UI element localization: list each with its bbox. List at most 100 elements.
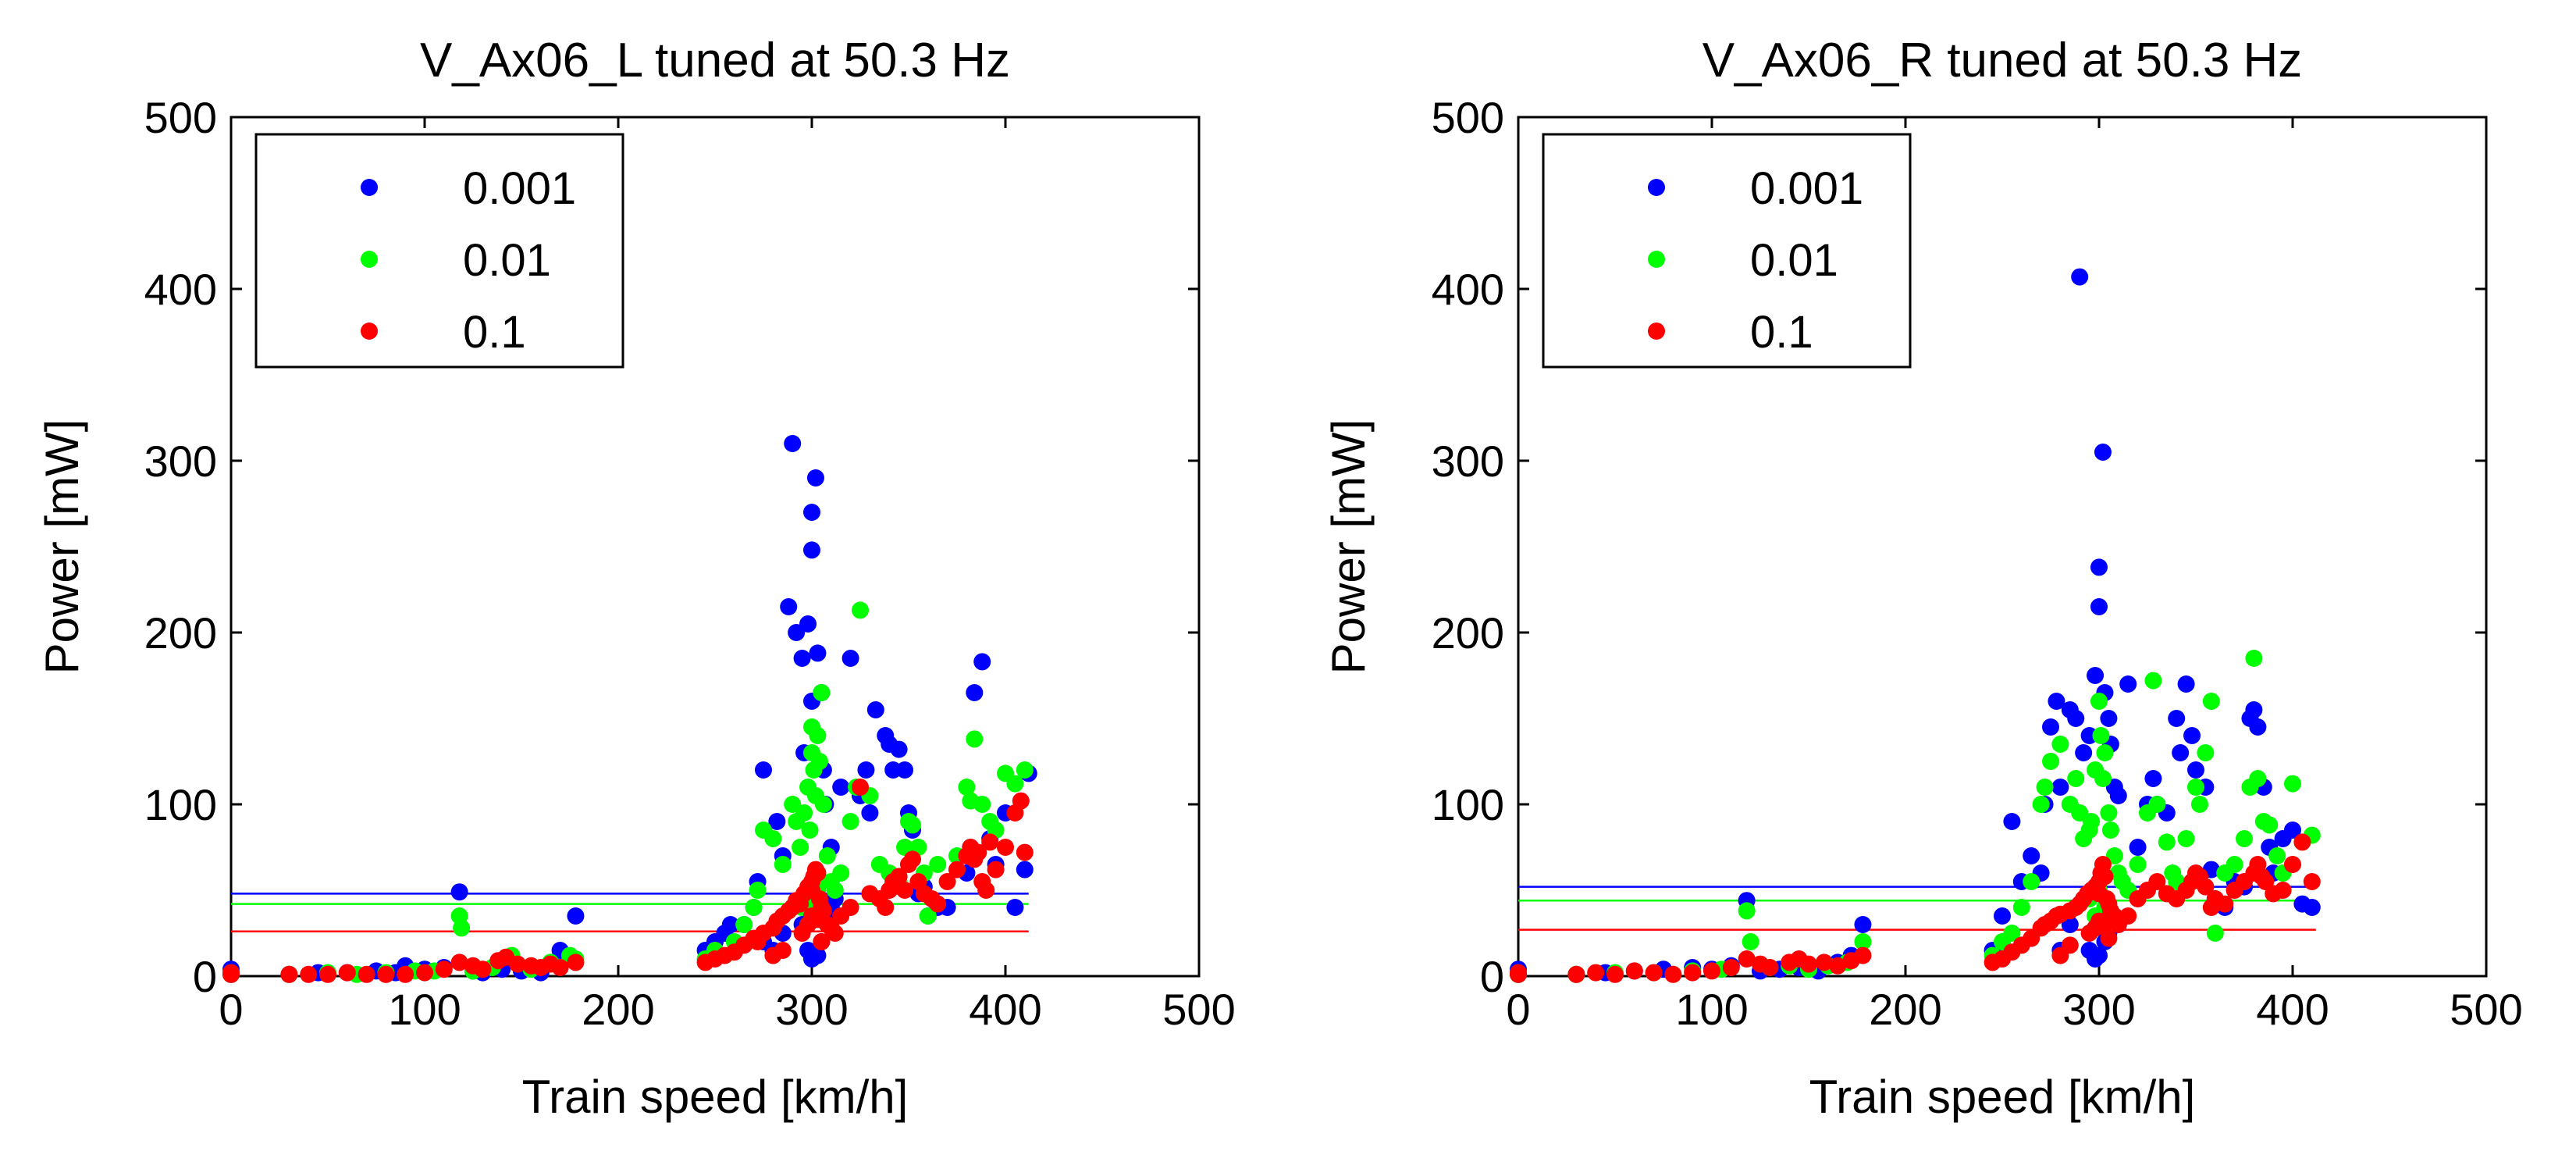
legend-label: 0.01 (463, 235, 551, 286)
x-axis-label: Train speed [km/h] (1809, 1071, 2196, 1123)
point-red (1761, 959, 1779, 976)
point-red (1703, 962, 1720, 980)
point-red (764, 946, 782, 964)
point-blue (2249, 718, 2267, 736)
chart-right: V_Ax06_R tuned at 50.3 Hz Train speed [k… (1322, 34, 2523, 1123)
point-green (2261, 816, 2279, 834)
point-green (2101, 822, 2119, 839)
point-red (280, 965, 298, 983)
point-red (2303, 873, 2321, 890)
point-red (338, 964, 356, 982)
point-red (2216, 895, 2234, 913)
legend-label: 0.1 (463, 307, 526, 358)
point-green (774, 856, 792, 873)
legend-marker-green (1648, 251, 1665, 268)
point-blue (2303, 899, 2321, 916)
point-red (1815, 953, 1833, 971)
point-blue (2087, 667, 2105, 684)
legend-marker-blue (1648, 179, 1665, 196)
x-tick-label: 500 (1162, 985, 1235, 1034)
point-green (1738, 902, 1756, 920)
point-green (2067, 770, 2085, 787)
legend-marker-green (361, 251, 378, 268)
y-tick-label: 100 (1432, 780, 1504, 829)
point-red (450, 953, 468, 971)
point-green (814, 796, 832, 813)
point-green (818, 847, 836, 864)
y-tick-label: 500 (1432, 93, 1504, 142)
point-red (2197, 878, 2215, 896)
point-green (2090, 693, 2108, 710)
point-blue (803, 541, 820, 559)
point-red (1016, 843, 1034, 861)
chart-title: V_Ax06_R tuned at 50.3 Hz (1703, 34, 2303, 87)
x-tick-label: 0 (219, 985, 243, 1034)
legend-label: 0.001 (463, 163, 576, 214)
point-green (2226, 856, 2243, 873)
point-green (2036, 779, 2054, 796)
point-green (2197, 744, 2215, 761)
point-blue (2042, 718, 2059, 736)
point-red (1567, 965, 1585, 983)
point-blue (809, 644, 827, 662)
point-blue (973, 653, 991, 671)
point-red (551, 959, 569, 976)
point-blue (2023, 847, 2041, 864)
point-green (826, 882, 844, 899)
point-green (2190, 796, 2208, 813)
point-red (416, 964, 433, 982)
point-blue (809, 946, 827, 964)
point-blue (2284, 822, 2301, 839)
point-red (2274, 882, 2292, 899)
point-red (1510, 964, 1527, 982)
point-red (852, 779, 869, 796)
point-green (1006, 775, 1024, 793)
point-green (749, 882, 767, 899)
point-red (1625, 962, 1643, 980)
x-axis-label: Train speed [km/h] (522, 1071, 909, 1123)
point-red (2096, 916, 2114, 933)
point-red (929, 895, 947, 913)
chart-left: V_Ax06_L tuned at 50.3 Hz Train speed [k… (36, 34, 1236, 1123)
point-blue (2144, 770, 2162, 787)
point-red (319, 965, 336, 983)
point-green (809, 727, 827, 744)
point-blue (2090, 946, 2108, 964)
y-tick-label: 200 (144, 608, 217, 658)
point-blue (784, 435, 802, 452)
point-red (813, 933, 831, 950)
x-tick-label: 100 (388, 985, 461, 1034)
point-green (745, 899, 763, 916)
legend-marker-red (361, 323, 378, 340)
x-tick-label: 400 (2256, 985, 2329, 1034)
point-blue (768, 813, 786, 830)
point-blue (861, 804, 879, 822)
point-red (2148, 873, 2166, 890)
y-tick-label: 400 (1432, 265, 1504, 314)
legend-label: 0.01 (1750, 235, 1838, 286)
point-blue (1994, 907, 2011, 925)
point-blue (857, 761, 875, 779)
point-green (2094, 770, 2112, 787)
point-green (2148, 796, 2166, 813)
point-red (358, 965, 375, 983)
point-red (222, 964, 240, 982)
point-green (903, 816, 921, 834)
point-green (1016, 761, 1034, 779)
point-blue (2172, 744, 2190, 761)
point-blue (1854, 916, 1872, 933)
point-red (970, 843, 987, 861)
point-blue (2003, 813, 2021, 830)
point-blue (803, 504, 820, 521)
point-blue (2109, 787, 2127, 804)
point-blue (806, 469, 824, 486)
point-blue (1006, 899, 1024, 916)
point-green (2092, 727, 2110, 744)
point-red (877, 899, 895, 916)
y-axis-label: Power [mW] (1322, 419, 1375, 675)
point-green (2158, 833, 2176, 851)
point-green (792, 839, 809, 856)
x-tick-label: 200 (1869, 985, 1941, 1034)
point-blue (841, 650, 859, 667)
